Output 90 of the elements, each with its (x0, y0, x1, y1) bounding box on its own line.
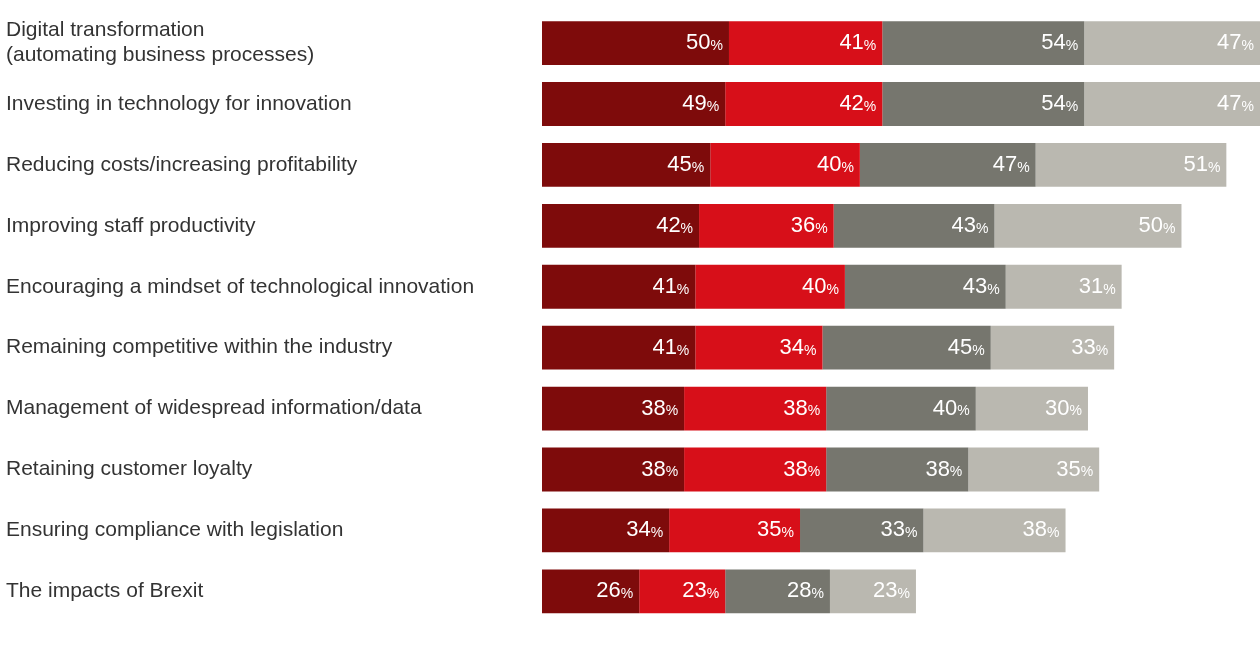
y-tick-label: Management of widespread information/data (6, 395, 422, 419)
bar (542, 447, 685, 492)
data-label: 38% (783, 455, 821, 481)
bar (968, 447, 1100, 492)
bar (699, 203, 834, 248)
bar (1035, 142, 1227, 187)
data-label: 40% (816, 150, 854, 176)
data-label: 38% (641, 394, 679, 420)
data-label: 33% (1071, 333, 1109, 359)
data-label: 54% (1041, 90, 1079, 116)
data-label: 42% (656, 211, 694, 237)
bar (826, 447, 969, 492)
data-label: 35% (1056, 455, 1094, 481)
data-label: 41% (652, 333, 690, 359)
y-tick-label: Remaining competitive within the industry (6, 334, 393, 358)
data-label: 28% (787, 577, 824, 603)
bar (639, 569, 726, 614)
bar (695, 325, 823, 370)
data-label: 45% (667, 150, 705, 176)
bar (542, 142, 711, 187)
bar (542, 203, 700, 248)
bar (542, 82, 726, 126)
y-tick-label: Retaining customer loyalty (6, 456, 253, 480)
y-tick-label: Improving staff productivity (6, 212, 256, 236)
data-label: 50% (686, 29, 723, 55)
bar (990, 325, 1115, 370)
data-label: 34% (626, 516, 664, 542)
bar (822, 325, 991, 370)
data-label: 40% (801, 272, 839, 298)
data-label: 47% (1217, 90, 1254, 116)
data-label: 30% (1045, 394, 1082, 420)
bar (542, 569, 640, 614)
data-label: 26% (596, 577, 634, 603)
bar (800, 508, 924, 553)
bar (882, 21, 1085, 65)
bar (695, 264, 845, 309)
bar (829, 569, 916, 614)
bar (725, 82, 883, 126)
data-label: 38% (641, 455, 679, 481)
bar (844, 264, 1006, 309)
data-label: 54% (1041, 29, 1079, 55)
bar (710, 142, 860, 187)
y-tick-label: Ensuring compliance with legislation (6, 517, 344, 541)
bar (923, 508, 1066, 553)
data-label: 36% (790, 211, 828, 237)
bar (725, 569, 830, 614)
y-tick-label: Reducing costs/increasing profitability (6, 151, 358, 175)
bar (1005, 264, 1122, 309)
data-label: 38% (925, 455, 963, 481)
bar (542, 325, 696, 370)
data-label: 38% (783, 394, 821, 420)
bar (542, 508, 670, 553)
bar (684, 386, 827, 431)
bar (542, 21, 729, 65)
y-tick-label: Digital transformation (automating business processes) (6, 17, 315, 66)
data-label: 31% (1078, 272, 1116, 298)
data-label: 35% (757, 516, 795, 542)
data-label: 49% (682, 90, 720, 116)
data-label: 23% (873, 577, 910, 603)
data-label: 41% (652, 272, 690, 298)
data-label: 47% (1217, 29, 1254, 55)
bar (1084, 21, 1260, 65)
bar (542, 264, 696, 309)
bar (542, 386, 685, 431)
data-label: 43% (951, 211, 989, 237)
bar (859, 142, 1036, 187)
bar (994, 203, 1182, 248)
data-label: 42% (839, 90, 877, 116)
bar (728, 21, 883, 65)
bar (684, 447, 827, 492)
data-label: 51% (1183, 150, 1221, 176)
data-label: 38% (1022, 516, 1060, 542)
bar (833, 203, 995, 248)
data-label: 43% (962, 272, 1000, 298)
y-tick-label: Encouraging a mindset of technological innovation (6, 273, 475, 297)
data-label: 45% (947, 333, 985, 359)
data-label: 40% (932, 394, 970, 420)
data-label: 23% (682, 577, 720, 603)
bar (882, 82, 1085, 126)
bar (826, 386, 976, 431)
data-label: 47% (992, 150, 1030, 176)
bar (669, 508, 801, 553)
data-label: 41% (839, 29, 877, 55)
data-label: 50% (1138, 211, 1176, 237)
bar (1084, 82, 1260, 126)
bar (975, 386, 1088, 431)
data-label: 34% (779, 333, 817, 359)
data-label: 33% (880, 516, 918, 542)
y-tick-label: Investing in technology for innovation (6, 90, 352, 114)
y-tick-label: The impacts of Brexit (6, 578, 204, 602)
